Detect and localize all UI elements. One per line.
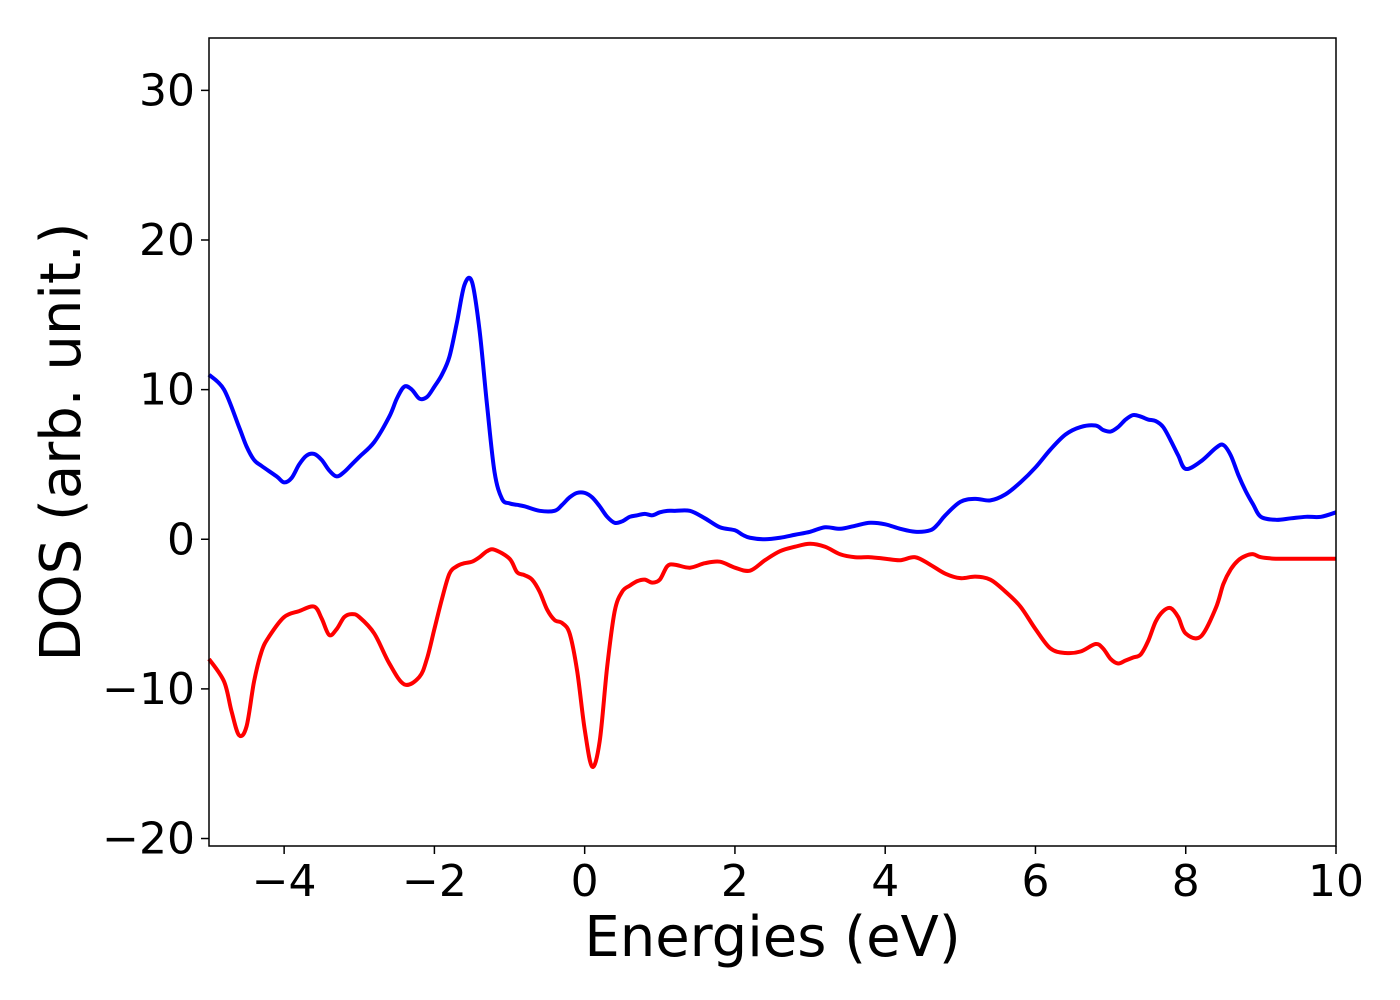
x-tick-label: 8 — [1172, 856, 1200, 907]
tick-marks — [201, 89, 1337, 854]
x-tick-label: −2 — [402, 856, 467, 907]
x-tick-label: 2 — [721, 856, 749, 907]
y-tick-label: 30 — [139, 65, 195, 116]
y-tick-label: 20 — [139, 215, 195, 266]
x-tick-label: 6 — [1021, 856, 1049, 907]
x-tick-label: −4 — [252, 856, 317, 907]
y-tick-label: −10 — [102, 664, 195, 715]
y-tick-label: 10 — [139, 365, 195, 416]
y-tick-label: −20 — [102, 814, 195, 865]
series-line-2 — [207, 541, 1336, 769]
series-line-1 — [207, 275, 1337, 542]
x-axis-title: Energies (eV) — [584, 905, 960, 970]
x-tick-label: 10 — [1308, 856, 1364, 907]
series-lines — [207, 275, 1337, 769]
x-tick-label: 0 — [571, 856, 599, 907]
x-tick-label: 4 — [871, 856, 899, 907]
y-axis-title: DOS (arb. unit.) — [29, 222, 94, 661]
plot-frame — [208, 37, 1337, 847]
y-tick-label: 0 — [167, 514, 195, 565]
